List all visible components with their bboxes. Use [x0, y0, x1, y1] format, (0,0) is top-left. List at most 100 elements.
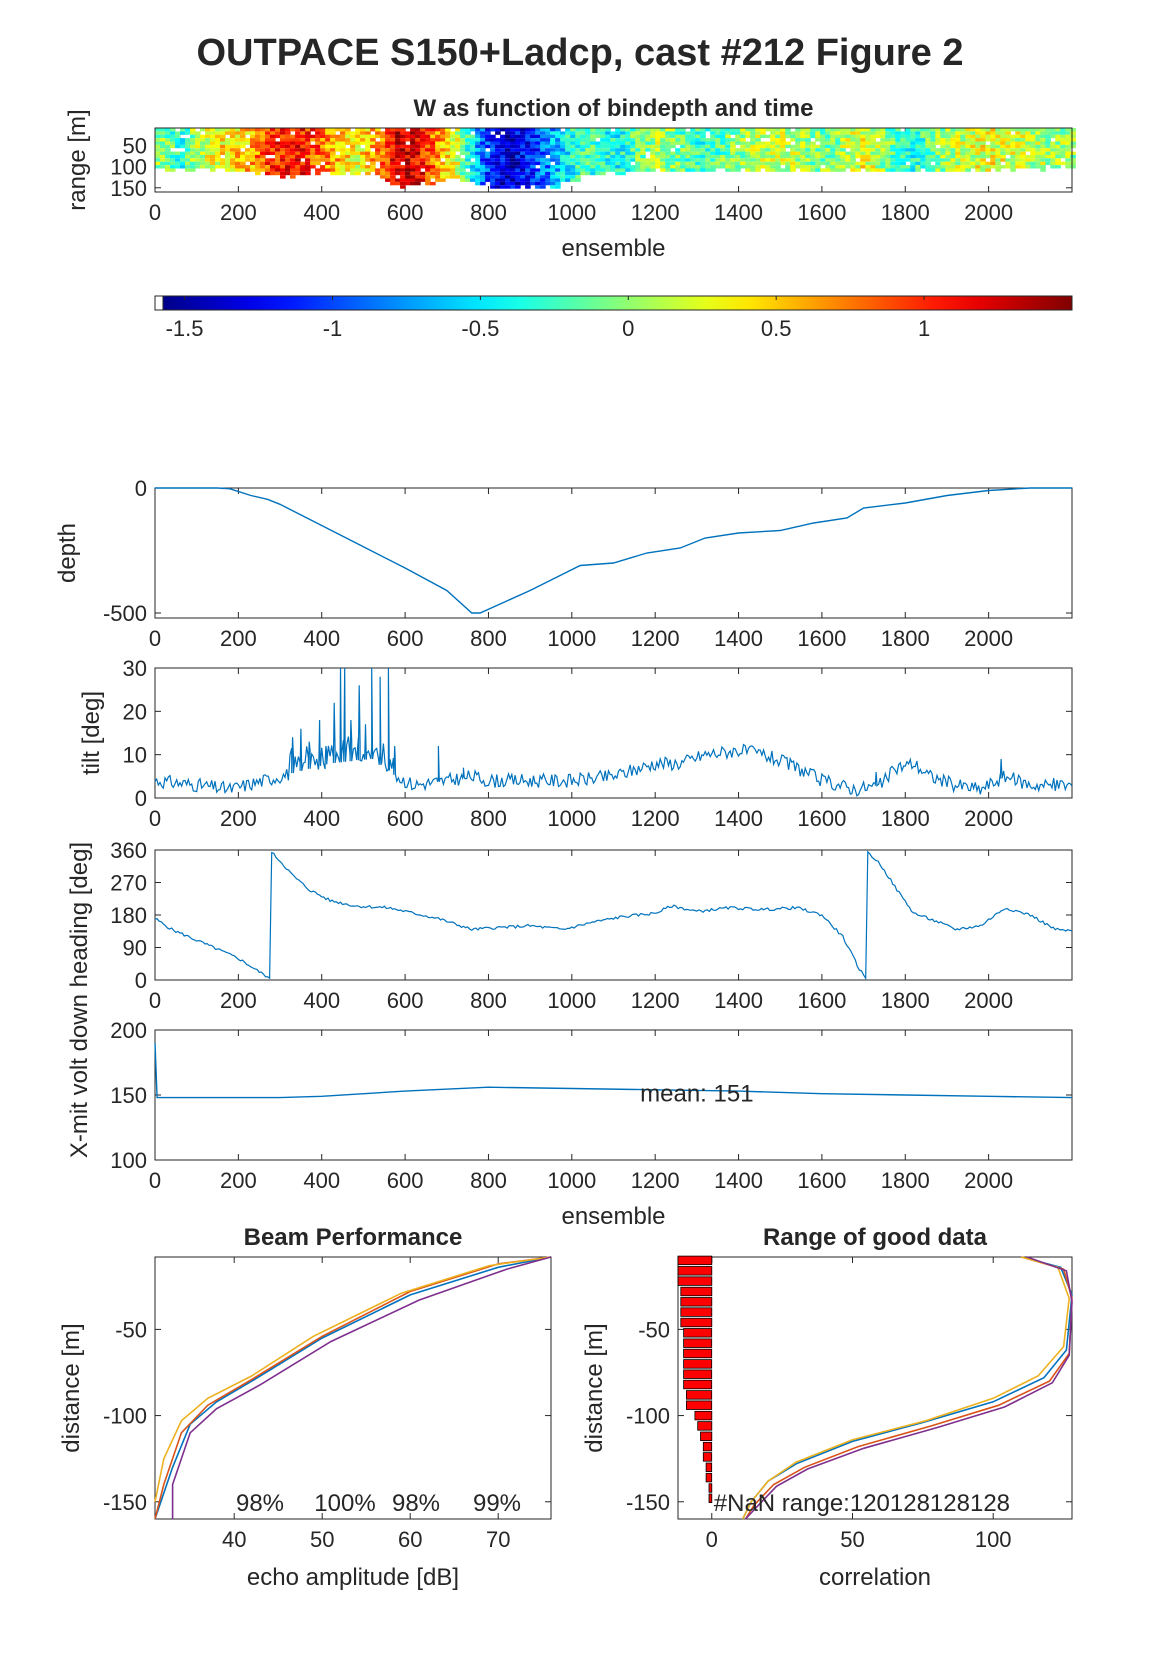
- w-cell: [600, 158, 606, 162]
- w-cell: [235, 168, 241, 172]
- w-cell: [350, 141, 356, 145]
- w-cell: [240, 158, 246, 162]
- w-cell: [365, 154, 371, 159]
- w-cell: [600, 138, 606, 142]
- w-cell: [855, 141, 861, 145]
- w-cell: [800, 154, 806, 159]
- w-cell: [780, 168, 786, 172]
- w-cell: [540, 158, 546, 162]
- colorbar-nan-swatch: [154, 295, 164, 311]
- w-cell: [480, 148, 486, 152]
- w-cell: [435, 168, 441, 172]
- w-cell: [430, 148, 436, 152]
- w-cell: [995, 154, 1001, 159]
- w-cell: [485, 144, 491, 149]
- w-cell: [410, 178, 416, 182]
- w-cell: [815, 154, 821, 159]
- w-cell: [315, 171, 321, 176]
- w-cell: [195, 161, 201, 166]
- w-cell: [1025, 154, 1031, 159]
- w-cell: [405, 168, 411, 172]
- w-cell: [365, 158, 371, 162]
- w-cell: [435, 178, 441, 182]
- range-nan-annotation: #NaN range:120128128128: [714, 1490, 1010, 1517]
- w-cell: [465, 161, 471, 166]
- w-cell: [805, 128, 811, 132]
- w-cell: [970, 131, 976, 135]
- w-cell: [165, 154, 171, 159]
- w-cell: [775, 151, 781, 155]
- w-axes: 0 200 400 600 800 1000 1200 1400 1600 1800 2000501…: [64, 95, 1076, 262]
- w-cell: [420, 144, 426, 149]
- w-cell: [615, 158, 621, 162]
- voltage-axes: 0 200 400 600 800 1000 1200 1400 1600 1800 2000100…: [66, 842, 1073, 1230]
- w-cell: [785, 144, 791, 149]
- w-cell: [1040, 148, 1046, 152]
- beam-xtick-label: 40: [222, 1527, 246, 1552]
- w-cell: [510, 158, 516, 162]
- w-cell: [720, 128, 726, 132]
- w-cell: [315, 141, 321, 145]
- w-cell: [905, 141, 911, 145]
- w-cell: [830, 168, 836, 172]
- w-cell: [930, 158, 936, 162]
- w-cell: [830, 151, 836, 155]
- w-cell: [735, 128, 741, 132]
- w-cell: [865, 148, 871, 152]
- depth-xtick-label: 1800: [881, 626, 930, 651]
- w-cell: [485, 171, 491, 176]
- w-cell: [550, 185, 556, 189]
- w-cell: [775, 158, 781, 162]
- w-cell: [880, 128, 886, 132]
- w-cell: [310, 161, 316, 166]
- w-cell: [665, 161, 671, 166]
- w-cell: [1015, 148, 1021, 152]
- w-cell: [920, 165, 926, 169]
- w-cell: [305, 144, 311, 149]
- w-cell: [210, 131, 216, 135]
- w-cell: [945, 168, 951, 172]
- w-cell: [700, 141, 706, 145]
- w-cell: [205, 134, 211, 139]
- w-cell: [1015, 138, 1021, 142]
- heading-xtick-label: 800: [470, 988, 507, 1013]
- w-cell: [960, 131, 966, 135]
- w-cell: [770, 154, 776, 159]
- w-cell: [390, 175, 396, 179]
- w-cell: [560, 154, 566, 159]
- w-cell: [905, 144, 911, 149]
- w-cell: [155, 141, 161, 145]
- w-cell: [715, 144, 721, 149]
- w-cell: [665, 154, 671, 159]
- w-cell: [210, 158, 216, 162]
- w-cell: [455, 154, 461, 159]
- w-cell: [460, 148, 466, 152]
- w-cell: [875, 131, 881, 135]
- w-cell: [935, 154, 941, 159]
- w-cell: [440, 148, 446, 152]
- w-cell: [465, 138, 471, 142]
- w-cell: [790, 161, 796, 166]
- w-cell: [820, 161, 826, 166]
- w-cell: [615, 165, 621, 169]
- w-cell: [565, 138, 571, 142]
- w-cell: [460, 151, 466, 155]
- w-cell: [410, 158, 416, 162]
- w-cell: [865, 128, 871, 132]
- range-bar: [702, 1452, 713, 1462]
- w-cell: [505, 144, 511, 149]
- w-cell: [815, 168, 821, 172]
- tilt-xtick-label: 1200: [631, 806, 680, 831]
- w-cell: [1035, 151, 1041, 155]
- w-xtick-label: 400: [303, 200, 340, 225]
- tilt-ytick-label: 10: [123, 743, 147, 768]
- w-cell: [755, 131, 761, 135]
- w-cell: [730, 165, 736, 169]
- w-cell: [165, 161, 171, 166]
- w-cell: [295, 158, 301, 162]
- w-cell: [175, 151, 181, 155]
- w-cell: [845, 154, 851, 159]
- w-cell: [540, 131, 546, 135]
- w-cell: [215, 138, 221, 142]
- w-cell: [995, 144, 1001, 149]
